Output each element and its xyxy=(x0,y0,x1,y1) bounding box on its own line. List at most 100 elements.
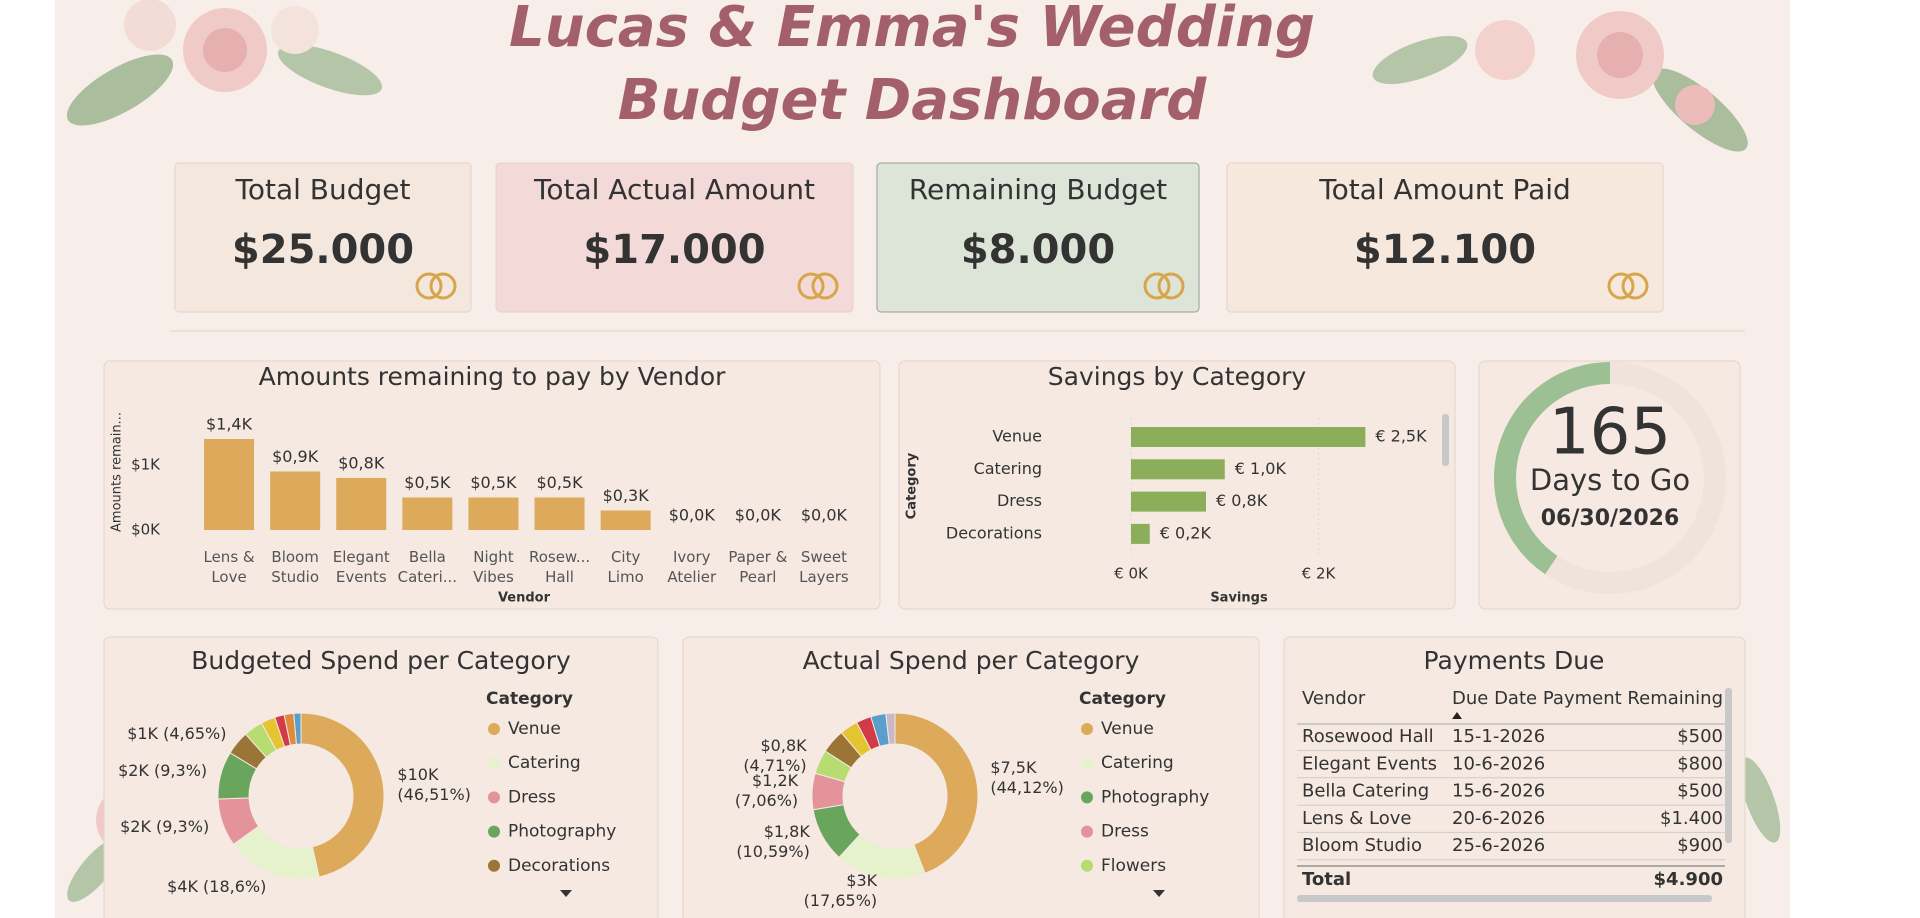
table-cell: $900 xyxy=(1677,835,1723,856)
y-axis-title: Amounts remain... xyxy=(110,412,125,532)
table-cell: Elegant Events xyxy=(1302,753,1437,774)
chart-title: Amounts remaining to pay by Vendor xyxy=(259,362,727,391)
gauge-arc xyxy=(1494,362,1611,575)
data-label: $10K (46,51%) xyxy=(397,765,471,805)
value-label: $1,4K xyxy=(206,415,253,434)
kpi-value: $12.100 xyxy=(1354,227,1536,273)
scrollbar xyxy=(1297,895,1712,902)
value-label: $0,0K xyxy=(669,506,716,525)
table-cell: 15-1-2026 xyxy=(1452,726,1545,747)
legend-entry: Photography xyxy=(1101,787,1209,807)
x-axis-title: Vendor xyxy=(498,591,551,606)
legend-swatch xyxy=(1081,859,1093,872)
ring-icon xyxy=(415,272,443,300)
legend-entry: Decorations xyxy=(508,856,610,876)
legend-title: Category xyxy=(1079,689,1166,709)
legend-swatch xyxy=(1081,825,1093,838)
table-cell: $1.400 xyxy=(1660,808,1723,829)
kpi-card xyxy=(174,162,472,313)
table-cell: 20-6-2026 xyxy=(1452,808,1545,829)
y-tick-label: Venue xyxy=(992,427,1042,446)
data-label: $4K (18,6%) xyxy=(167,876,267,896)
legend-entry: Dress xyxy=(508,787,556,807)
data-label: $3K (17,65%) xyxy=(803,871,878,911)
table-cell: 25-6-2026 xyxy=(1452,835,1545,856)
table-cell: $500 xyxy=(1677,781,1723,802)
ring-icon xyxy=(811,272,839,300)
kpi-card xyxy=(876,162,1200,313)
y-tick-label: Dress xyxy=(997,491,1042,510)
dashboard-title: Budget Dashboard xyxy=(618,68,1207,133)
value-label: $0,5K xyxy=(536,473,583,492)
x-tick-label: € 0K xyxy=(1114,565,1149,583)
y-axis-title: Category xyxy=(905,452,920,519)
legend-scroll-arrow xyxy=(1153,890,1165,897)
value-label: $0,5K xyxy=(470,473,517,492)
visual-panel xyxy=(103,360,881,610)
scrollbar xyxy=(1725,688,1732,843)
legend-entry: Dress xyxy=(1101,822,1149,842)
countdown-label: Days to Go xyxy=(1530,463,1690,497)
value-label: € 0,2K xyxy=(1160,523,1212,542)
legend-swatch xyxy=(488,723,500,735)
table-cell: 10-6-2026 xyxy=(1452,753,1545,774)
value-label: $0,3K xyxy=(603,486,650,505)
table-cell: Lens & Love xyxy=(1302,808,1412,829)
donut-slice xyxy=(300,712,385,878)
x-tick-label: Rosew... Hall xyxy=(528,548,591,586)
visual-panel xyxy=(898,360,1456,610)
value-label: € 2,5K xyxy=(1375,427,1427,446)
ring-icon xyxy=(1143,272,1171,300)
table-cell: 15-6-2026 xyxy=(1452,781,1545,802)
data-label: $1,8K (10,59%) xyxy=(736,822,810,862)
kpi-label: Total Actual Amount xyxy=(533,173,815,206)
dashboard-title: Lucas & Emma's Wedding xyxy=(509,0,1315,60)
legend-swatch xyxy=(1081,791,1093,804)
legend-swatch xyxy=(1081,757,1093,770)
legend-scroll-arrow xyxy=(560,890,572,897)
value-label: $0,5K xyxy=(404,473,451,492)
chart-title: Budgeted Spend per Category xyxy=(191,646,571,675)
bar xyxy=(204,439,255,530)
y-tick-label: $1K xyxy=(131,456,161,474)
x-tick-label: Lens & Love xyxy=(203,548,255,586)
legend-entry: Photography xyxy=(508,822,616,842)
x-tick-label: Night Vibes xyxy=(473,548,514,586)
x-tick-label: Paper & Pearl xyxy=(728,548,788,586)
kpi-value: $8.000 xyxy=(961,227,1115,273)
kpi-value: $17.000 xyxy=(583,227,765,273)
value-label: € 0,8K xyxy=(1216,491,1268,510)
value-label: $0,0K xyxy=(735,506,782,525)
bar xyxy=(1131,523,1150,544)
kpi-value: $25.000 xyxy=(232,227,414,273)
table-cell: Bloom Studio xyxy=(1302,835,1422,856)
x-tick-label: € 2K xyxy=(1302,565,1337,583)
legend-swatch xyxy=(1081,723,1093,735)
legend-swatch xyxy=(488,859,500,872)
donut-slice xyxy=(293,712,302,745)
kpi-label: Remaining Budget xyxy=(909,173,1167,206)
x-tick-label: Elegant Events xyxy=(332,548,390,586)
data-label: $2K (9,3%) xyxy=(120,817,210,837)
value-label: $0,8K xyxy=(338,454,385,473)
table-cell: $800 xyxy=(1677,753,1723,774)
legend-entry: Venue xyxy=(1101,719,1154,739)
bar xyxy=(270,471,321,530)
column-header: Vendor xyxy=(1302,688,1366,709)
ring-icon xyxy=(797,272,825,300)
countdown-days: 165 xyxy=(1549,396,1671,470)
data-label: $2K (9,3%) xyxy=(118,761,208,781)
x-axis-title: Savings xyxy=(1210,591,1268,606)
value-label: $0,9K xyxy=(272,447,319,466)
chart-title: Savings by Category xyxy=(1048,362,1307,391)
table-title: Payments Due xyxy=(1424,646,1605,675)
x-tick-label: Ivory Atelier xyxy=(667,548,717,586)
value-label: € 1,0K xyxy=(1235,459,1287,478)
legend-entry: Catering xyxy=(1101,753,1174,773)
donut-slice xyxy=(885,712,896,745)
x-tick-label: City Limo xyxy=(607,548,644,586)
legend-entry: Flowers xyxy=(1101,856,1166,876)
x-tick-label: Bloom Studio xyxy=(271,548,320,586)
